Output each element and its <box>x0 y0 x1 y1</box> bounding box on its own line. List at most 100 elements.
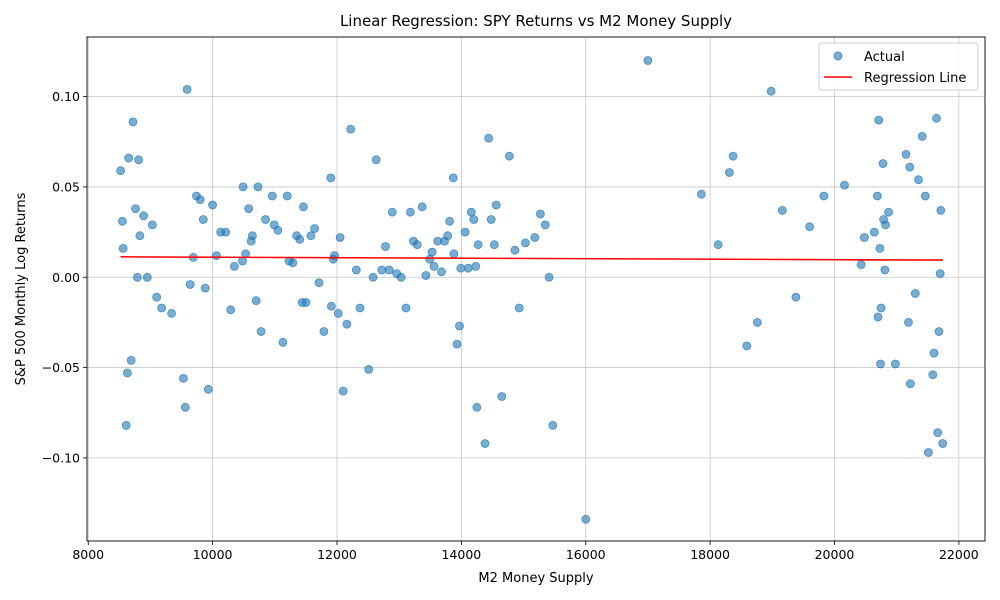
data-point <box>421 271 431 280</box>
legend-regression-label: Regression Line <box>864 71 966 86</box>
data-point <box>906 379 915 389</box>
data-point <box>247 231 257 241</box>
data-point <box>126 355 136 365</box>
data-point <box>295 234 305 244</box>
x-tick-label: 22000 <box>939 547 979 562</box>
x-tick-label: 12000 <box>317 547 357 562</box>
regression-line <box>120 256 943 261</box>
data-point <box>381 242 390 251</box>
data-point <box>298 202 308 212</box>
data-point <box>319 327 329 336</box>
data-point <box>536 209 545 219</box>
data-point <box>116 166 125 176</box>
data-point <box>200 283 210 293</box>
y-axis-ticks: −0.10 −0.05 0.00 0.05 0.10 <box>42 89 87 465</box>
data-point <box>253 182 263 192</box>
data-point <box>118 243 128 253</box>
data-point <box>445 216 455 226</box>
data-point <box>221 227 231 237</box>
data-point <box>697 189 706 199</box>
data-point <box>486 215 496 224</box>
data-point <box>131 204 140 214</box>
data-point <box>355 303 365 313</box>
data-point <box>134 155 144 165</box>
x-tick-label: 16000 <box>566 547 606 562</box>
data-point <box>873 312 883 322</box>
y-tick-label: 0.05 <box>52 179 80 194</box>
data-point <box>791 292 801 302</box>
data-point <box>929 348 939 358</box>
data-point <box>273 225 283 235</box>
data-point <box>489 240 499 250</box>
data-point <box>412 240 422 250</box>
data-point <box>282 191 292 201</box>
data-point <box>178 373 188 383</box>
data-point <box>876 359 885 369</box>
data-point <box>548 420 558 430</box>
data-point <box>118 216 127 226</box>
x-axis-ticks: 8000 10000 12000 14000 16000 18000 20000 22000 <box>72 541 979 562</box>
grid <box>87 37 985 541</box>
data-point <box>643 56 653 65</box>
data-point <box>135 231 145 241</box>
legend-actual-label: Actual <box>864 50 905 65</box>
data-point <box>351 265 361 275</box>
x-tick-label: 18000 <box>690 547 730 562</box>
data-point <box>881 220 890 230</box>
data-point <box>873 191 882 201</box>
data-point <box>928 370 938 380</box>
data-point <box>466 207 476 217</box>
data-point <box>933 428 943 438</box>
regression-line-group <box>120 256 943 261</box>
data-point <box>891 359 900 369</box>
data-point <box>256 327 266 336</box>
data-point <box>725 168 734 177</box>
data-point <box>238 182 248 192</box>
y-tick-label: 0.10 <box>52 89 80 104</box>
data-point <box>238 256 247 266</box>
data-point <box>521 238 530 248</box>
data-point <box>777 205 787 215</box>
data-point <box>920 191 930 201</box>
y-tick-label: −0.05 <box>42 360 80 375</box>
data-point <box>152 292 162 302</box>
data-point <box>914 175 923 185</box>
data-point <box>934 327 944 336</box>
data-point <box>514 303 524 313</box>
data-point <box>147 220 157 230</box>
data-point <box>448 173 458 183</box>
scatter-points <box>116 56 948 524</box>
data-point <box>510 245 520 255</box>
data-point <box>405 207 415 217</box>
chart-title: Linear Regression: SPY Returns vs M2 Mon… <box>340 12 732 30</box>
data-point <box>904 317 913 327</box>
data-point <box>473 240 483 250</box>
data-point <box>491 200 501 210</box>
data-point <box>251 296 261 306</box>
data-point <box>326 173 336 183</box>
data-point <box>346 124 356 134</box>
data-point <box>333 308 343 318</box>
data-point <box>342 319 352 329</box>
data-point <box>932 113 941 123</box>
data-point <box>229 261 239 271</box>
data-point <box>338 386 348 396</box>
data-point <box>121 420 131 430</box>
x-tick-label: 10000 <box>193 547 233 562</box>
data-point <box>335 233 345 242</box>
data-point <box>157 303 167 313</box>
data-point <box>540 220 550 230</box>
data-point <box>208 200 218 210</box>
data-point <box>935 269 945 279</box>
data-point <box>544 272 554 282</box>
data-point <box>728 151 738 161</box>
data-point <box>455 321 464 331</box>
data-point <box>905 162 915 172</box>
data-point <box>132 272 142 282</box>
y-tick-label: −0.10 <box>42 450 80 465</box>
data-point <box>396 272 406 282</box>
data-point <box>856 260 866 270</box>
data-point <box>449 249 459 259</box>
plot-frame <box>86 36 986 542</box>
data-point <box>226 305 236 315</box>
